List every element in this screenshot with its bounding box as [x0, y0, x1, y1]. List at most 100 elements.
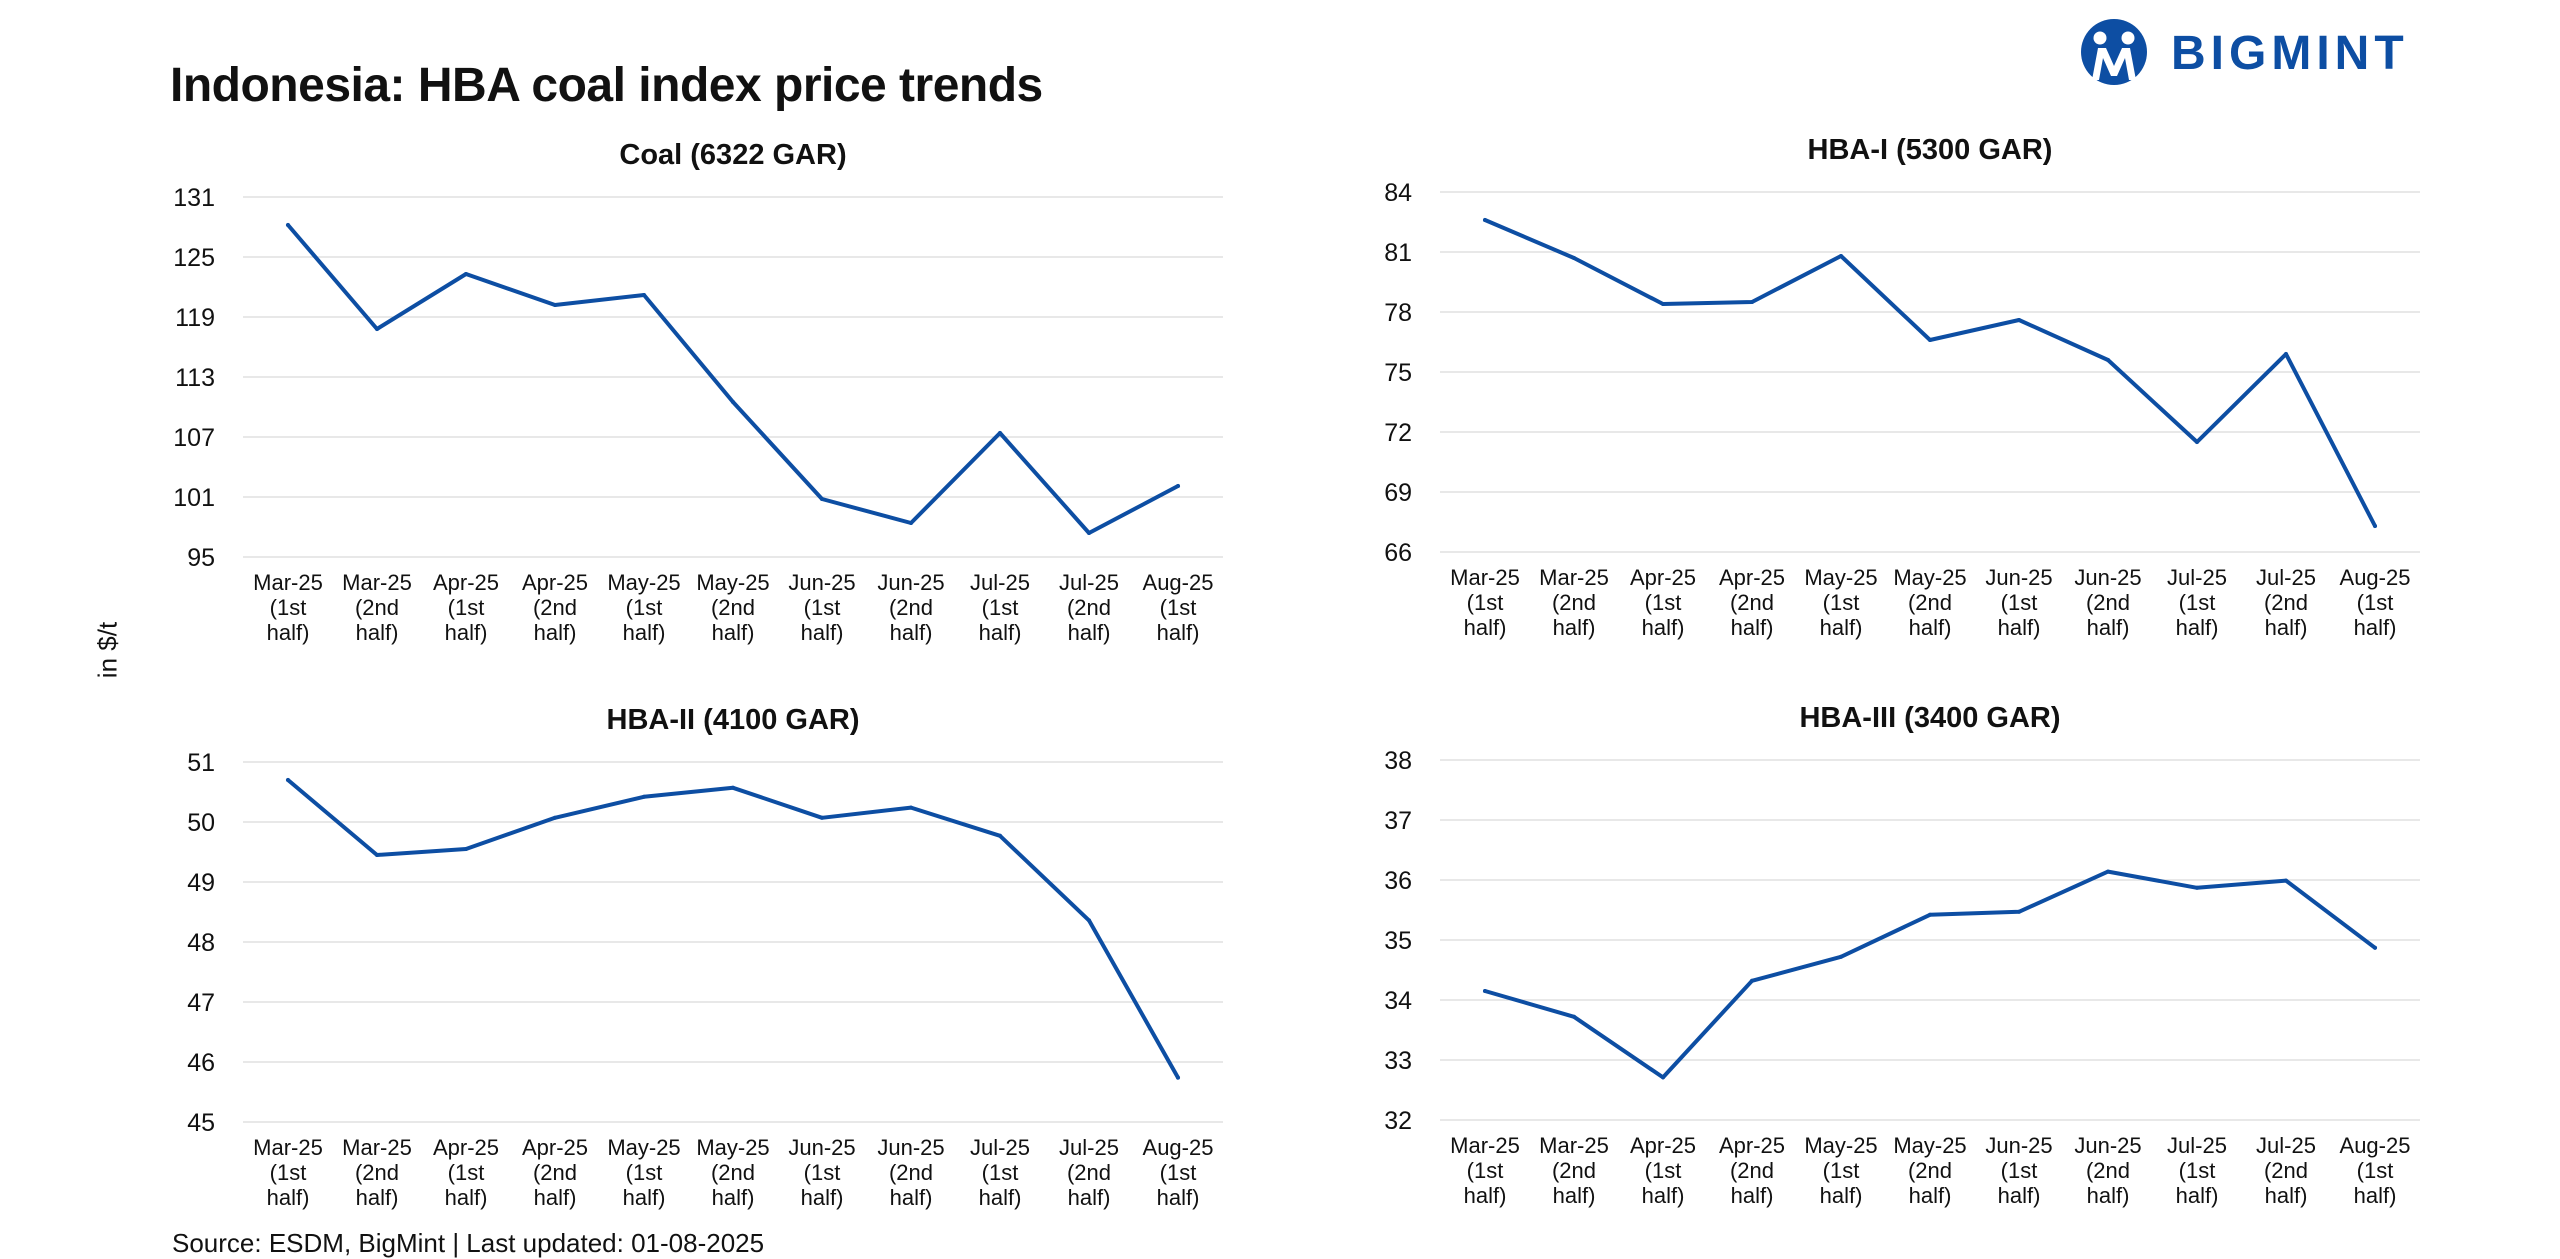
y-tick-label: 34: [1384, 987, 1412, 1015]
y-tick-label: 32: [1384, 1107, 1412, 1135]
series-line: [286, 778, 1180, 1080]
shared-y-axis-label: in $/t: [92, 621, 123, 679]
data-point: [1750, 300, 1754, 304]
x-tick-label: Mar-25 (2nd half): [342, 1135, 412, 1210]
x-tick-label: Jun-25 (1st half): [1985, 565, 2052, 640]
page-title: Indonesia: HBA coal index price trends: [170, 59, 1043, 112]
x-tick-label: Jul-25 (2nd half): [2256, 1133, 2316, 1208]
x-tick-label: Mar-25 (2nd half): [1539, 565, 1609, 640]
data-point: [998, 833, 1002, 838]
x-tick-label: Mar-25 (1st half): [1450, 1133, 1520, 1208]
data-point: [1572, 1014, 1576, 1019]
x-tick-label: Jul-25 (2nd half): [1059, 1135, 1119, 1210]
y-tick-label: 75: [1384, 359, 1412, 387]
x-tick-label: Jun-25 (1st half): [1985, 1133, 2052, 1208]
y-tick-label: 125: [173, 244, 215, 272]
y-tick-label: 33: [1384, 1047, 1412, 1075]
data-point: [1483, 989, 1487, 993]
chart-hba-iii-3400: HBA-III (3400 GAR) 32 33 34 35 36 37 38 Mar-25 (1…: [1384, 702, 2420, 1208]
y-tick-label: 69: [1384, 479, 1412, 507]
y-tick-label: 72: [1384, 419, 1412, 447]
y-tick-label: 107: [173, 424, 215, 452]
y-tick-label: 37: [1384, 807, 1412, 835]
y-tick-label: 78: [1384, 299, 1412, 327]
x-tick-label: Aug-25 (1st half): [1143, 1135, 1214, 1210]
y-tick-label: 84: [1384, 179, 1412, 207]
x-tick-label: Apr-25 (1st half): [433, 1135, 499, 1210]
x-tick-label: Jul-25 (1st half): [970, 1135, 1030, 1210]
source-note: Source: ESDM, BigMint | Last updated: 01…: [172, 1228, 765, 1258]
data-point: [1572, 256, 1576, 260]
data-point: [2017, 909, 2021, 914]
data-point: [909, 521, 913, 525]
data-point: [464, 847, 468, 851]
x-tick-label: May-25 (2nd half): [1893, 1133, 1966, 1208]
data-point: [731, 785, 735, 790]
data-point: [1928, 912, 1932, 917]
data-point: [2373, 524, 2377, 528]
y-tick-label: 36: [1384, 867, 1412, 895]
data-point: [2106, 358, 2110, 362]
data-point: [2106, 869, 2110, 874]
chart-title: Coal (6322 GAR): [619, 139, 846, 171]
data-point: [1839, 254, 1843, 258]
logo-mark-icon: [2081, 19, 2147, 85]
y-tick-label: 35: [1384, 927, 1412, 955]
chart-title: HBA-I (5300 GAR): [1808, 134, 2053, 166]
x-tick-label: Jun-25 (1st half): [788, 570, 855, 645]
x-tick-label: Mar-25 (2nd half): [342, 570, 412, 645]
data-point: [375, 327, 379, 331]
data-point: [553, 815, 557, 820]
data-point: [642, 794, 646, 799]
chart-coal-6322: Coal (6322 GAR) 95 101 107 113 119 125 131 Mar-2…: [173, 139, 1223, 645]
x-tick-label: Apr-25 (2nd half): [522, 1135, 588, 1210]
x-tick-label: Jul-25 (2nd half): [1059, 570, 1119, 645]
data-point: [2284, 878, 2288, 883]
x-tick-label: Jun-25 (2nd half): [877, 1135, 944, 1210]
y-tick-label: 95: [187, 544, 215, 572]
data-point: [2373, 945, 2377, 950]
chart-hba-ii-4100: HBA-II (4100 GAR) 45 46 47 48 49 50 51 Mar-25 (1s…: [187, 704, 1223, 1210]
x-tick-label: Aug-25 (1st half): [2340, 565, 2411, 640]
y-tick-label: 50: [187, 809, 215, 837]
data-point: [1087, 918, 1091, 923]
data-point: [375, 853, 379, 857]
series-line: [286, 223, 1180, 535]
x-tick-label: Jun-25 (2nd half): [877, 570, 944, 645]
x-tick-label: May-25 (1st half): [1804, 1133, 1877, 1208]
x-tick-label: Aug-25 (1st half): [1143, 570, 1214, 645]
x-tick-label: Mar-25 (1st half): [253, 1135, 323, 1210]
data-point: [2284, 352, 2288, 356]
y-tick-label: 49: [187, 869, 215, 897]
x-tick-label: Apr-25 (1st half): [1630, 565, 1696, 640]
data-point: [286, 223, 290, 227]
y-tick-label: 101: [173, 484, 215, 512]
y-tick-label: 131: [173, 184, 215, 212]
x-tick-label: Jul-25 (2nd half): [2256, 565, 2316, 640]
x-tick-label: Jun-25 (2nd half): [2074, 1133, 2141, 1208]
x-tick-label: May-25 (2nd half): [696, 570, 769, 645]
x-tick-label: Mar-25 (1st half): [253, 570, 323, 645]
x-tick-label: Apr-25 (2nd half): [522, 570, 588, 645]
y-tick-label: 81: [1384, 239, 1412, 267]
data-point: [998, 431, 1002, 435]
data-point: [286, 778, 290, 782]
x-tick-label: May-25 (1st half): [1804, 565, 1877, 640]
x-tick-label: Mar-25 (2nd half): [1539, 1133, 1609, 1208]
data-point: [1661, 1075, 1665, 1080]
data-point: [820, 497, 824, 501]
x-tick-label: Jun-25 (1st half): [788, 1135, 855, 1210]
chart-title: HBA-III (3400 GAR): [1799, 702, 2060, 734]
y-tick-label: 51: [187, 749, 215, 777]
x-tick-label: Jul-25 (1st half): [2167, 1133, 2227, 1208]
data-point: [1928, 338, 1932, 342]
data-point: [909, 805, 913, 810]
data-point: [2195, 440, 2199, 444]
y-tick-label: 113: [175, 364, 215, 392]
chart-hba-i-5300: HBA-I (5300 GAR) 66 69 72 75 78 81 84 Mar-25 (1st…: [1384, 134, 2420, 640]
data-point: [1087, 531, 1091, 535]
y-tick-label: 45: [187, 1109, 215, 1137]
x-tick-label: Apr-25 (1st half): [1630, 1133, 1696, 1208]
x-tick-label: Aug-25 (1st half): [2340, 1133, 2411, 1208]
x-tick-label: May-25 (2nd half): [696, 1135, 769, 1210]
